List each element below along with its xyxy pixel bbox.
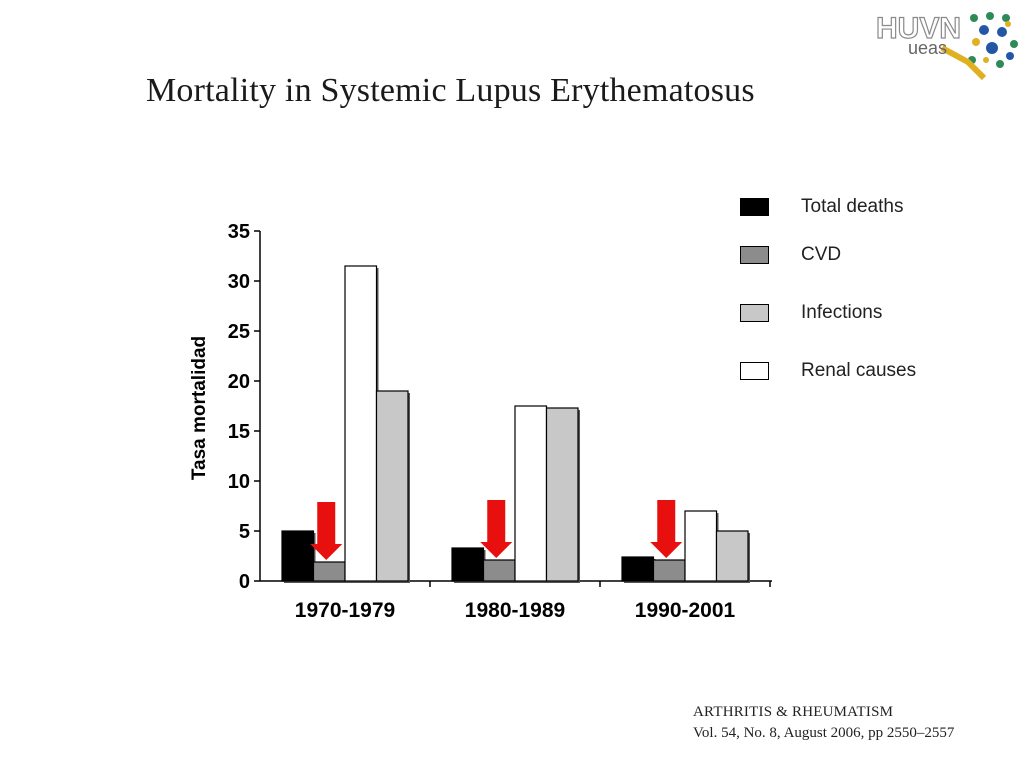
legend-swatch bbox=[740, 304, 769, 322]
legend-label: Total deaths bbox=[801, 196, 904, 217]
y-axis-label: Tasa mortalidad bbox=[189, 336, 210, 480]
x-category-label: 1990-2001 bbox=[635, 599, 736, 622]
y-tick-label: 30 bbox=[228, 271, 250, 293]
bar bbox=[375, 390, 409, 582]
bar bbox=[281, 530, 315, 582]
y-tick-label: 10 bbox=[228, 471, 250, 493]
y-tick-label: 5 bbox=[239, 521, 250, 543]
y-tick-label: 25 bbox=[228, 321, 250, 343]
bar bbox=[312, 561, 346, 582]
bar bbox=[684, 510, 718, 582]
red-arrow-annotation bbox=[650, 500, 683, 558]
bar bbox=[344, 265, 378, 582]
red-arrow-annotation bbox=[480, 500, 513, 558]
citation-journal: ARTHRITIS & RHEUMATISM bbox=[693, 704, 894, 720]
y-tick-label: 35 bbox=[228, 221, 250, 243]
y-tick-label: 0 bbox=[239, 571, 250, 593]
legend-item: Total deaths bbox=[740, 196, 1020, 220]
logo-text-bottom: ueas bbox=[908, 38, 947, 58]
bar bbox=[514, 405, 548, 582]
citation: ARTHRITIS & RHEUMATISM Vol. 54, No. 8, A… bbox=[693, 704, 954, 742]
legend-label: CVD bbox=[801, 244, 842, 265]
x-category-label: 1970-1979 bbox=[295, 599, 395, 622]
legend-item: Renal causes bbox=[740, 360, 1020, 384]
legend-swatch bbox=[740, 198, 769, 216]
slide-title: Mortality in Systemic Lupus Erythematosu… bbox=[146, 72, 755, 109]
y-tick-label: 20 bbox=[228, 371, 250, 393]
bar bbox=[652, 559, 686, 582]
logo-text-top: HUVN bbox=[876, 12, 961, 45]
y-tick-label: 15 bbox=[228, 421, 250, 443]
x-category-label: 1980-1989 bbox=[465, 599, 565, 622]
huvn-logo: HUVN ueas bbox=[875, 10, 1018, 81]
red-arrow-annotation bbox=[310, 502, 343, 560]
bar bbox=[545, 407, 579, 582]
citation-volume: Vol. 54, No. 8, August 2006, pp 2550–255… bbox=[693, 725, 955, 741]
bar bbox=[621, 556, 655, 582]
legend-label: Infections bbox=[801, 302, 883, 323]
bar bbox=[715, 530, 749, 582]
legend-swatch bbox=[740, 246, 769, 264]
bar bbox=[451, 547, 485, 582]
legend-item: Infections bbox=[740, 302, 1020, 326]
legend-swatch bbox=[740, 362, 769, 380]
bar bbox=[482, 559, 516, 582]
legend-label: Renal causes bbox=[801, 360, 917, 381]
legend-item: CVD bbox=[740, 244, 1020, 268]
logo-mosaic-icon bbox=[940, 10, 1018, 81]
